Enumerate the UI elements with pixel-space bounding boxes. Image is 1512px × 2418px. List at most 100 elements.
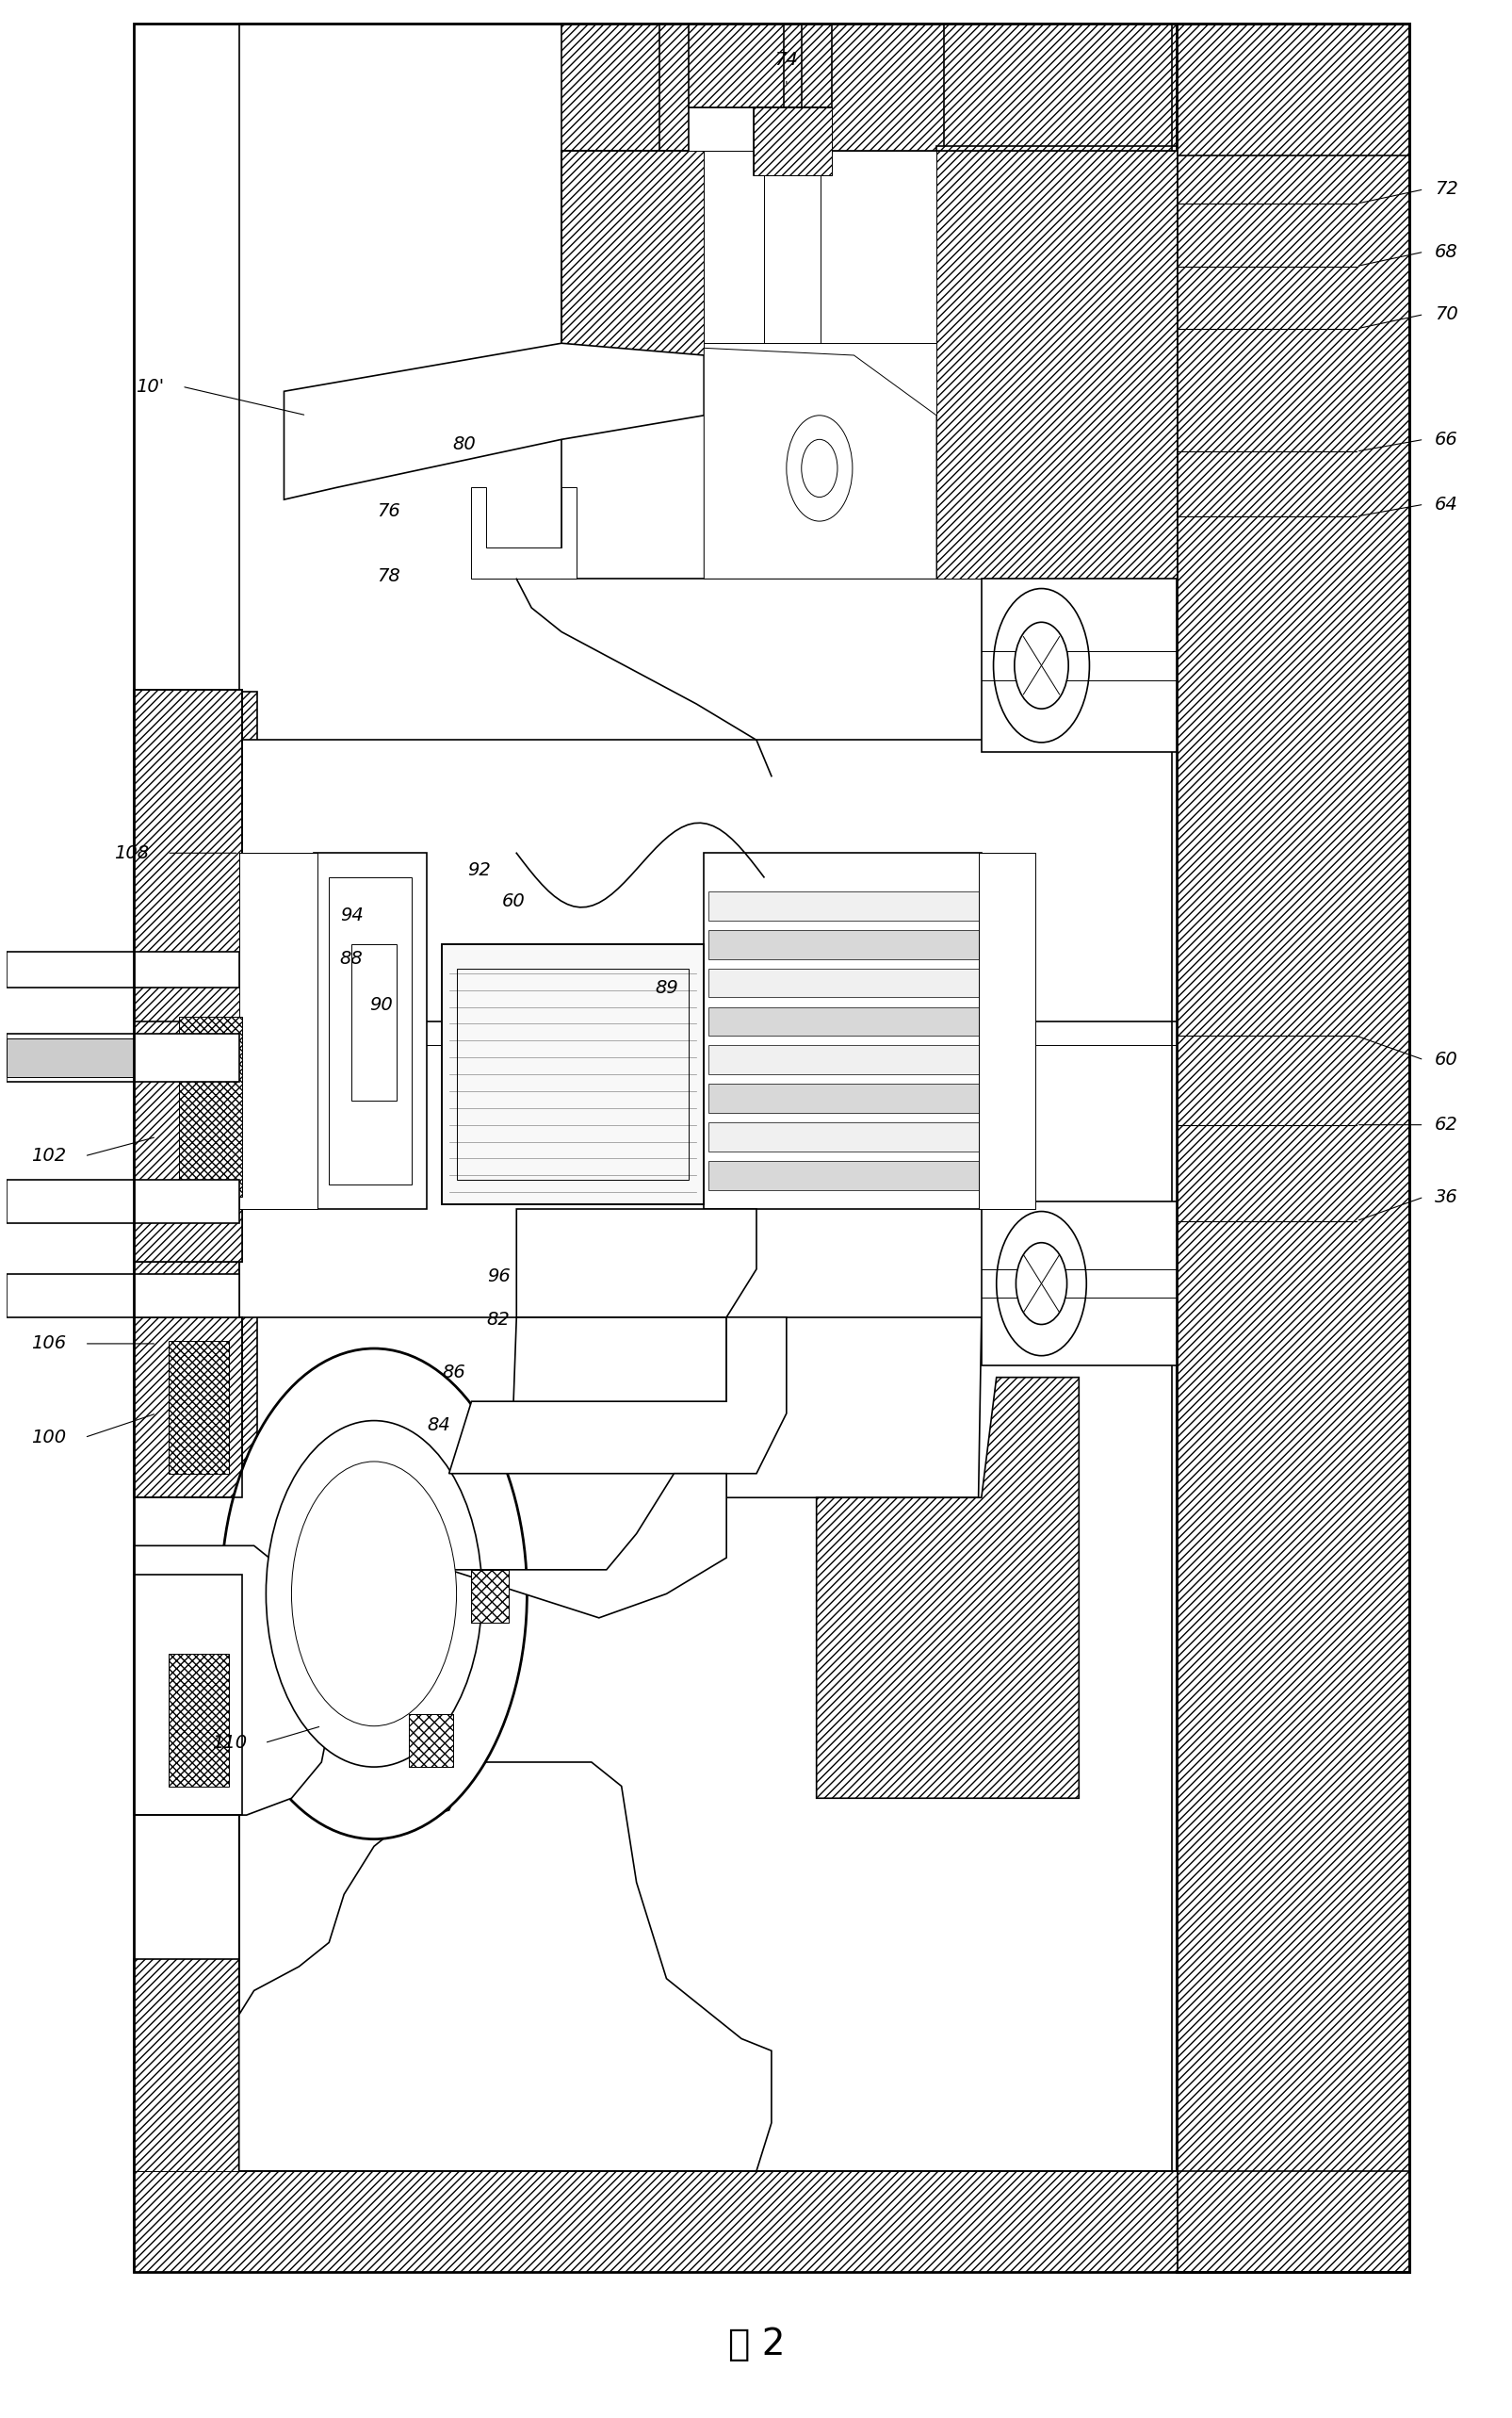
Bar <box>703 150 936 578</box>
Bar <box>708 892 978 921</box>
Text: 60: 60 <box>502 892 525 909</box>
Bar <box>6 953 239 987</box>
Polygon shape <box>239 1763 771 2171</box>
Bar <box>135 692 257 970</box>
Text: 94: 94 <box>340 907 363 924</box>
Polygon shape <box>239 1318 1176 2171</box>
Text: 102: 102 <box>32 1146 67 1165</box>
Text: 82: 82 <box>487 1311 510 1327</box>
Bar <box>703 343 936 416</box>
Bar <box>351 945 396 1100</box>
Polygon shape <box>516 1209 756 1318</box>
Text: 89: 89 <box>655 979 677 996</box>
Bar <box>561 24 1408 155</box>
Text: 84: 84 <box>426 1417 451 1434</box>
Bar <box>314 854 426 1209</box>
Text: 62: 62 <box>1433 1115 1458 1134</box>
Bar <box>1176 24 1408 2273</box>
Text: 74: 74 <box>774 51 798 68</box>
Bar <box>472 1569 508 1622</box>
Polygon shape <box>135 1545 333 1816</box>
Circle shape <box>801 440 838 498</box>
Bar <box>135 970 242 1262</box>
Bar <box>328 878 411 1185</box>
Bar <box>135 689 242 974</box>
Polygon shape <box>936 150 1176 578</box>
Bar <box>168 1654 228 1787</box>
Text: 108: 108 <box>113 844 150 863</box>
Bar <box>178 1016 242 1197</box>
Text: 76: 76 <box>376 503 401 520</box>
Circle shape <box>292 1460 457 1726</box>
Bar <box>703 854 981 1209</box>
Bar <box>408 1714 454 1768</box>
Bar <box>981 578 1176 752</box>
Bar <box>135 1959 257 2273</box>
Text: 92: 92 <box>467 861 490 878</box>
Circle shape <box>786 416 851 522</box>
Bar <box>1176 24 1408 2273</box>
Bar <box>981 1202 1176 1366</box>
Polygon shape <box>449 1318 786 1473</box>
Bar <box>978 854 1034 1209</box>
Bar <box>239 854 318 1209</box>
Bar <box>135 1574 242 1816</box>
Polygon shape <box>561 106 1176 578</box>
Bar <box>561 150 703 368</box>
Bar <box>6 1274 239 1318</box>
Text: 66: 66 <box>1433 430 1458 447</box>
Bar <box>708 970 978 996</box>
Text: 110: 110 <box>212 1734 246 1753</box>
Polygon shape <box>703 348 936 578</box>
Polygon shape <box>816 1378 1078 1799</box>
Polygon shape <box>726 1318 1176 1799</box>
Text: 80: 80 <box>452 435 475 452</box>
Text: 106: 106 <box>32 1335 67 1352</box>
Text: 100: 100 <box>32 1429 67 1446</box>
Bar <box>239 854 318 1209</box>
Text: 88: 88 <box>340 950 363 967</box>
Circle shape <box>1015 621 1067 708</box>
Bar <box>135 1318 242 1497</box>
Text: 72: 72 <box>1433 181 1458 198</box>
Circle shape <box>266 1422 482 1768</box>
Bar <box>442 945 703 1204</box>
Bar <box>708 1161 978 1190</box>
Polygon shape <box>449 1473 726 1618</box>
Bar <box>135 1257 257 1497</box>
Text: 78: 78 <box>376 568 401 585</box>
Bar <box>135 24 1408 2273</box>
Circle shape <box>322 1509 426 1678</box>
Bar <box>6 1032 239 1081</box>
Bar <box>472 1569 508 1622</box>
Bar <box>135 2171 1408 2273</box>
Polygon shape <box>561 150 703 368</box>
Bar <box>708 1006 978 1035</box>
Text: 96: 96 <box>487 1267 510 1286</box>
Polygon shape <box>703 150 936 416</box>
Bar <box>6 1037 135 1076</box>
Polygon shape <box>284 343 703 501</box>
Bar <box>753 106 832 174</box>
Bar <box>688 24 832 106</box>
Bar <box>708 931 978 960</box>
Text: 86: 86 <box>442 1364 464 1381</box>
Circle shape <box>993 588 1089 742</box>
Bar <box>168 1342 228 1473</box>
Bar <box>239 24 1172 2176</box>
Text: 10': 10' <box>136 377 163 397</box>
Bar <box>135 689 242 974</box>
Bar <box>408 1714 454 1768</box>
Bar <box>135 2171 1176 2273</box>
Bar <box>135 970 242 1262</box>
Bar <box>708 1045 978 1074</box>
Circle shape <box>996 1211 1086 1356</box>
Bar <box>135 1574 242 1816</box>
Polygon shape <box>472 488 576 578</box>
Text: 60: 60 <box>1433 1052 1458 1069</box>
Bar <box>764 150 821 343</box>
Bar <box>659 24 943 155</box>
Circle shape <box>1016 1243 1066 1325</box>
Bar <box>442 945 703 1204</box>
Text: 70: 70 <box>1433 305 1458 324</box>
